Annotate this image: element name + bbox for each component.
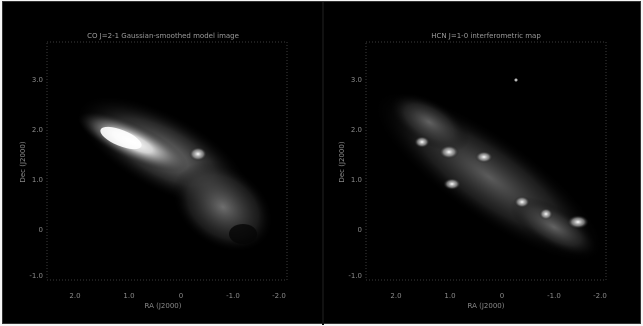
x-tick-label: -2.0 xyxy=(272,292,286,300)
y-tick-label: 2.0 xyxy=(351,126,362,134)
left-xlabel: RA (J2000) xyxy=(145,302,182,310)
x-tick-label: 0 xyxy=(179,292,183,300)
panel-divider xyxy=(322,2,324,325)
right-xlabel: RA (J2000) xyxy=(468,302,505,310)
x-tick-label: 2.0 xyxy=(69,292,80,300)
y-tick-label: 0 xyxy=(358,226,362,234)
y-tick-label: 1.0 xyxy=(32,176,43,184)
left-emission-map xyxy=(77,96,274,253)
right-plot-border xyxy=(365,41,607,281)
x-tick-label: -2.0 xyxy=(593,292,607,300)
x-tick-label: -1.0 xyxy=(547,292,561,300)
y-tick-label: 2.0 xyxy=(32,126,43,134)
left-x-axis: 2.0 1.0 0 -1.0 -2.0 RA (J2000) xyxy=(69,292,285,310)
left-ylabel: Dec (J2000) xyxy=(19,141,27,182)
y-tick-label: 3.0 xyxy=(32,76,43,84)
y-tick-label: 3.0 xyxy=(351,76,362,84)
left-panel-title: CO J=2-1 Gaussian-smoothed model image xyxy=(87,32,239,40)
x-tick-label: 0 xyxy=(500,292,504,300)
x-tick-label: 2.0 xyxy=(390,292,401,300)
left-panel-svg: CO J=2-1 Gaussian-smoothed model image 3… xyxy=(19,32,288,310)
x-tick-label: 1.0 xyxy=(444,292,455,300)
right-ylabel: Dec (J2000) xyxy=(338,141,346,182)
x-tick-label: 1.0 xyxy=(123,292,134,300)
right-panel: HCN J=1-0 interferometric map 3.0 2.0 1.… xyxy=(324,2,643,325)
right-y-axis: 3.0 2.0 1.0 0 -1.0 Dec (J2000) xyxy=(338,76,362,280)
y-tick-label: 0 xyxy=(39,226,43,234)
left-plot-border xyxy=(46,41,288,281)
right-x-axis: 2.0 1.0 0 -1.0 -2.0 RA (J2000) xyxy=(390,292,606,310)
y-tick-label: -1.0 xyxy=(348,272,362,280)
y-tick-label: -1.0 xyxy=(29,272,43,280)
y-tick-label: 1.0 xyxy=(351,176,362,184)
left-panel: CO J=2-1 Gaussian-smoothed model image 3… xyxy=(3,2,322,325)
right-emission-map xyxy=(371,78,607,265)
right-panel-title: HCN J=1-0 interferometric map xyxy=(431,32,541,40)
left-y-axis: 3.0 2.0 1.0 0 -1.0 Dec (J2000) xyxy=(19,76,43,280)
right-panel-svg: HCN J=1-0 interferometric map 3.0 2.0 1.… xyxy=(338,32,607,310)
x-tick-label: -1.0 xyxy=(226,292,240,300)
